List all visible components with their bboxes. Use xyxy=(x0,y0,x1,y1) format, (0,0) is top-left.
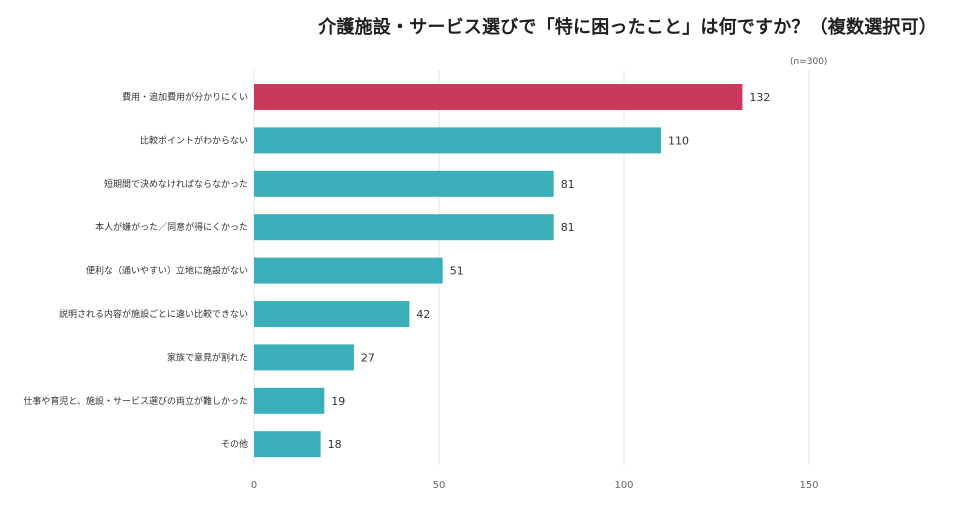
x-tick-label: 100 xyxy=(614,480,633,491)
category-label: 説明される内容が施設ごとに違い比較できない xyxy=(59,308,248,320)
bar xyxy=(254,127,661,154)
value-label: 132 xyxy=(749,91,770,104)
bar xyxy=(254,431,321,458)
bar xyxy=(254,257,443,284)
x-tick-label: 50 xyxy=(433,480,446,491)
bar xyxy=(254,344,354,371)
bar xyxy=(254,301,410,327)
value-label: 51 xyxy=(450,265,464,278)
bar-layer xyxy=(254,84,743,458)
bar xyxy=(254,84,743,110)
category-label: 短期間で決めなければならなかった xyxy=(104,178,248,190)
value-label: 110 xyxy=(668,134,689,147)
category-label: 費用・追加費用が分かりにくい xyxy=(122,91,248,103)
chart-title: 介護施設・サービス選びで「特に困ったこと」は何ですか？（複数選択可） xyxy=(318,17,937,38)
value-label: 19 xyxy=(331,395,345,408)
bar xyxy=(254,214,554,241)
x-tick-label: 0 xyxy=(251,480,257,491)
category-label: 比較ポイントがわからない xyxy=(140,134,248,146)
value-label: 18 xyxy=(328,438,342,451)
sample-size-note: (n=300) xyxy=(790,57,827,67)
label-layer: 0 50 100 150 費用・追加費用が分かりにくい 132 比較ポイントがわからない 11… xyxy=(23,91,818,491)
value-label: 81 xyxy=(561,221,575,234)
value-label: 81 xyxy=(561,178,575,191)
value-label: 42 xyxy=(416,308,430,321)
category-label: 便利な（通いやすい）立地に施設がない xyxy=(86,265,248,277)
category-label: 本人が嫌がった／同意が得にくかった xyxy=(95,221,248,233)
x-tick-label: 150 xyxy=(799,480,818,491)
category-label: その他 xyxy=(221,438,248,450)
value-label: 27 xyxy=(361,351,375,364)
category-label: 仕事や育児と、施設・サービス選びの両立が難しかった xyxy=(23,395,248,407)
category-label: 家族で意見が割れた xyxy=(167,351,248,363)
bar xyxy=(254,387,325,414)
bar xyxy=(254,170,554,197)
